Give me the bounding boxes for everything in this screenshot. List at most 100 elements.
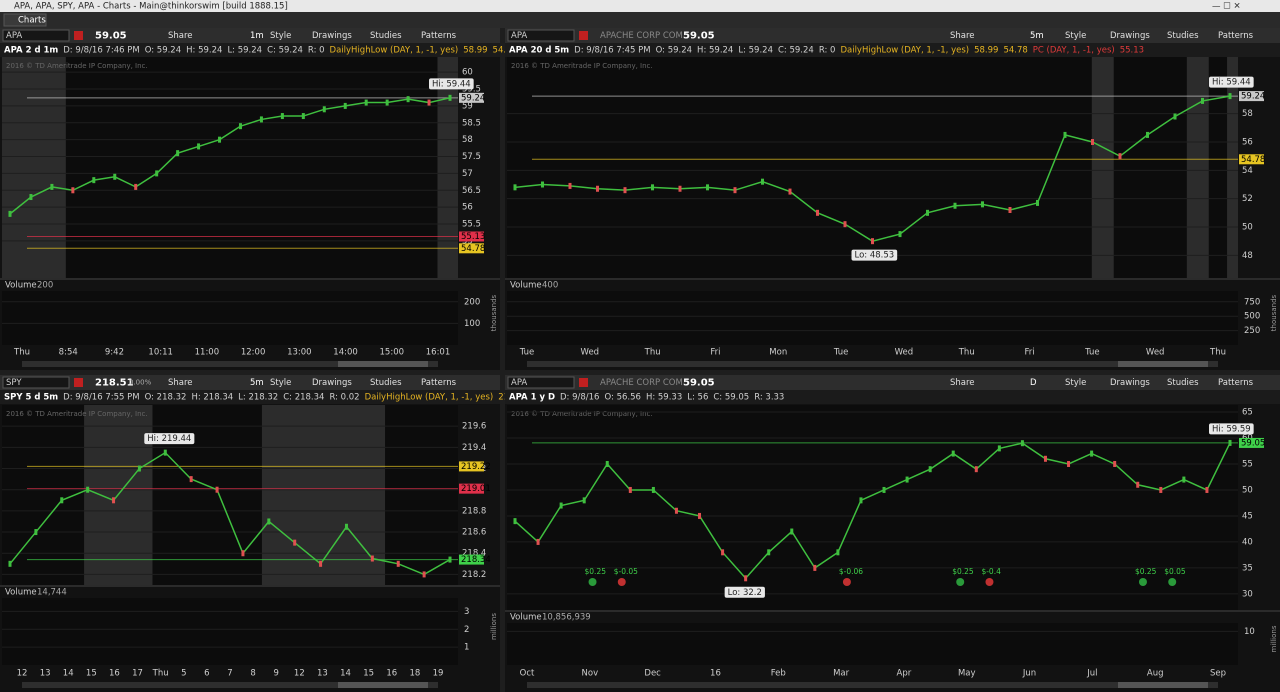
symbol-box[interactable] [507, 376, 575, 389]
dividend-icon[interactable] [1168, 578, 1177, 586]
toolbar-button[interactable]: Drawings [1110, 31, 1150, 41]
candle [1091, 139, 1094, 145]
symbol-box[interactable] [2, 376, 70, 389]
dividend-icon[interactable] [956, 578, 965, 586]
toolbar-button[interactable]: Drawings [312, 378, 352, 388]
scroll-thumb[interactable] [1118, 361, 1208, 367]
symbol-box[interactable] [2, 29, 70, 42]
toolbar-button[interactable]: Patterns [421, 378, 457, 388]
toolbar-button[interactable]: Studies [370, 378, 402, 388]
toolbar-button[interactable]: Style [1065, 378, 1086, 388]
scrollbar[interactable] [527, 361, 1218, 367]
info-field: H: 59.33 [646, 393, 682, 403]
toolbar-button[interactable]: Drawings [1110, 378, 1150, 388]
symbol[interactable]: APA [511, 31, 527, 41]
symbol[interactable]: APA [511, 378, 527, 388]
alert-button[interactable] [579, 31, 588, 40]
last-price: 218.51 [95, 378, 134, 389]
scroll-thumb[interactable] [338, 361, 428, 367]
last-price: 59.05 [683, 31, 715, 42]
toolbar-button[interactable]: Share [168, 31, 193, 41]
symbol[interactable]: APA [6, 31, 22, 41]
info-field: O: 218.32 [145, 393, 187, 403]
alert-button[interactable] [579, 378, 588, 387]
toolbar-button[interactable]: Style [270, 378, 291, 388]
scrollbar[interactable] [527, 682, 1218, 688]
candle [113, 173, 117, 180]
candle [882, 486, 886, 493]
x-tick-label: 14:00 [333, 348, 358, 358]
candle [721, 549, 725, 556]
x-tick-label: Wed [1146, 348, 1165, 358]
scroll-thumb[interactable] [1118, 682, 1208, 688]
dividend-icon[interactable] [985, 578, 994, 586]
candle [905, 476, 909, 483]
dividend-icon[interactable] [842, 578, 851, 586]
symbol[interactable]: SPY [6, 378, 22, 388]
panel-toolbar [0, 375, 500, 390]
candle [155, 170, 159, 177]
dividend-icon[interactable] [1138, 578, 1147, 586]
hi-box [1209, 423, 1254, 435]
toolbar-button[interactable]: Share [168, 378, 193, 388]
toolbar-button[interactable]: Studies [370, 31, 402, 41]
y-tick-label: 50 [1242, 485, 1253, 495]
x-tick-label: Mar [833, 669, 850, 679]
info-field: PC (DAY, 1, -1, yes) [1033, 46, 1115, 56]
symbol-box[interactable] [507, 29, 575, 42]
volume-unit: thousands [490, 294, 498, 331]
candle [898, 231, 902, 238]
description: APACHE CORP COM [600, 378, 683, 388]
x-tick-label: 12 [294, 669, 305, 679]
toolbar-button[interactable]: Patterns [1218, 378, 1254, 388]
toolbar-button[interactable]: Share [950, 31, 975, 41]
scrollbar[interactable] [22, 361, 438, 367]
toolbar-button[interactable]: Share [950, 378, 975, 388]
candle [1182, 476, 1186, 483]
candle [761, 178, 764, 185]
y-tick-label: 56 [1242, 138, 1253, 148]
dividend-label: $0.25 [1135, 567, 1157, 576]
candle [241, 550, 245, 557]
y-tick-label: 218.6 [462, 528, 486, 538]
candle [86, 486, 90, 493]
toolbar-button[interactable]: Patterns [1218, 31, 1254, 41]
info-field: 54.78 [1003, 46, 1027, 56]
tab-label[interactable]: Charts [18, 16, 46, 26]
y-tick-label: 219.6 [462, 422, 486, 432]
toolbar-button[interactable]: Studies [1167, 31, 1199, 41]
x-tick-label: Aug [1147, 669, 1164, 679]
candle [974, 466, 978, 473]
volume-title: Volume [5, 588, 37, 598]
info-field: O: 56.56 [604, 393, 640, 403]
x-tick-label: Sep [1210, 669, 1226, 679]
dividend-icon[interactable] [617, 578, 626, 586]
window-controls[interactable]: — ☐ ✕ [1212, 2, 1241, 12]
timeframe[interactable]: 5m [250, 378, 264, 388]
y-tick-label: 56 [462, 203, 473, 213]
toolbar-button[interactable]: Style [1065, 31, 1086, 41]
candle [513, 518, 517, 525]
charts-tab[interactable] [3, 13, 47, 27]
scrollbar[interactable] [22, 682, 438, 688]
toolbar-button[interactable]: Patterns [421, 31, 457, 41]
toolbar-button[interactable]: Studies [1167, 378, 1199, 388]
x-tick-label: 15:00 [380, 348, 405, 358]
info-field: SPY 5 d 5m [4, 393, 58, 403]
hi-box [429, 78, 474, 90]
toolbar-button[interactable]: Drawings [312, 31, 352, 41]
x-tick-label: 16:01 [426, 348, 451, 358]
candle [678, 185, 682, 192]
scroll-thumb[interactable] [338, 682, 428, 688]
alert-button[interactable] [74, 378, 83, 387]
lo: Lo: 32.2 [728, 588, 762, 598]
volume-chart [507, 291, 1238, 345]
alert-button[interactable] [74, 31, 83, 40]
timeframe[interactable]: D [1030, 378, 1037, 388]
y-tick-label: 219.4 [462, 443, 486, 453]
toolbar-button[interactable]: Style [270, 31, 291, 41]
dividend-icon[interactable] [588, 578, 597, 586]
timeframe[interactable]: 5m [1030, 31, 1044, 41]
timeframe[interactable]: 1m [250, 31, 264, 41]
lo: Lo: 48.53 [855, 251, 895, 261]
